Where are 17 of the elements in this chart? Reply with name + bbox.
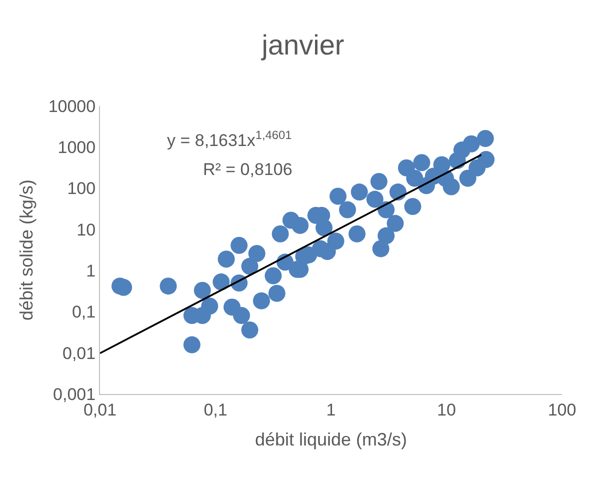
x-tick-label: 0,1 bbox=[204, 400, 228, 420]
x-tick-label: 10 bbox=[437, 400, 456, 420]
y-tick-label: 0,1 bbox=[72, 302, 96, 322]
y-tick-label: 0,01 bbox=[62, 344, 96, 363]
annotation: R² = 0,8106 bbox=[203, 160, 292, 179]
y-tick-label: 100 bbox=[67, 179, 96, 198]
annotation: y = 8,1631x$^{1,4601}$ bbox=[167, 128, 292, 150]
y-axis-title: débit solide (kg/s) bbox=[16, 179, 37, 321]
y-tick-label: 1000 bbox=[58, 138, 96, 158]
x-tick-label: 1 bbox=[326, 400, 336, 420]
x-axis-title: débit liquide (m3/s) bbox=[254, 430, 408, 450]
y-tick-label: 1 bbox=[86, 262, 96, 281]
chart-title: janvier bbox=[260, 29, 344, 60]
y-tick-label: 0,001 bbox=[53, 384, 96, 404]
x-tick-label: 100 bbox=[548, 400, 576, 420]
y-tick-label: 10 bbox=[76, 220, 96, 240]
y-tick-label: 10000 bbox=[48, 96, 96, 116]
